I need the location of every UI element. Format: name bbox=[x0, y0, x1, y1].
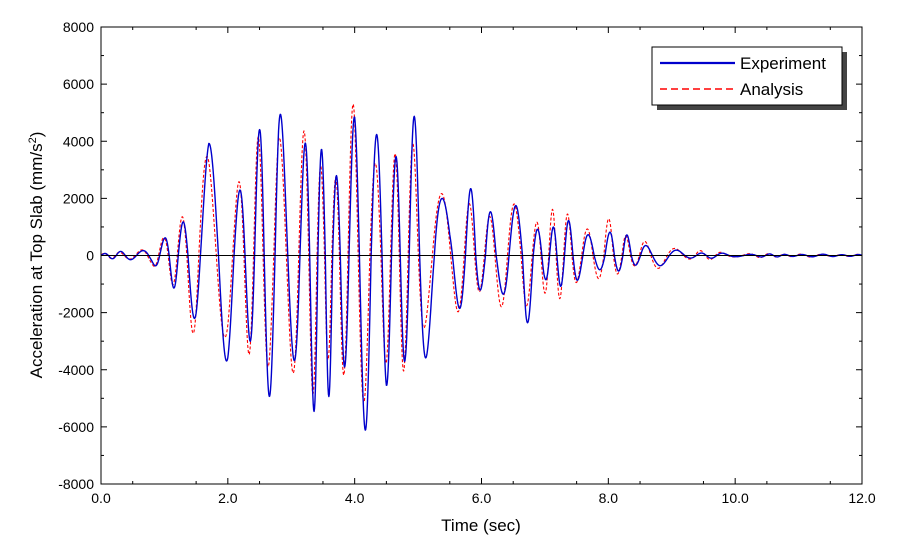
y-tick-label: 6000 bbox=[63, 76, 94, 92]
y-tick-label: 2000 bbox=[63, 190, 94, 206]
y-axis-title: Acceleration at Top Slab (mm/s2) bbox=[27, 132, 46, 379]
y-tick-label: -8000 bbox=[58, 476, 94, 492]
y-tick-label: -4000 bbox=[58, 362, 94, 378]
x-tick-label: 4.0 bbox=[345, 490, 365, 506]
legend: Experiment Analysis bbox=[651, 46, 847, 110]
legend-box bbox=[651, 46, 843, 106]
y-tick-label: 0 bbox=[86, 248, 94, 264]
x-tick-label: 6.0 bbox=[472, 490, 492, 506]
y-tick-label: -2000 bbox=[58, 305, 94, 321]
x-tick-label: 8.0 bbox=[599, 490, 619, 506]
y-axis-title-sup: 2 bbox=[27, 137, 39, 143]
legend-label-analysis: Analysis bbox=[740, 80, 803, 99]
legend-label-experiment: Experiment bbox=[740, 54, 826, 73]
y-axis-title-main: Acceleration at Top Slab (mm/s bbox=[27, 143, 46, 378]
x-tick-label: 2.0 bbox=[218, 490, 238, 506]
x-axis-title: Time (sec) bbox=[441, 516, 521, 535]
ticks-layer: 0.0 2.0 4.0 6.0 8.0 10.0 12.0 -8000 -6000 -4000 -2… bbox=[58, 19, 876, 506]
x-tick-label: 12.0 bbox=[848, 490, 875, 506]
y-tick-label: 4000 bbox=[63, 133, 94, 149]
x-tick-label: 0.0 bbox=[91, 490, 111, 506]
y-axis-title-close: ) bbox=[27, 132, 46, 138]
x-tick-label: 10.0 bbox=[722, 490, 749, 506]
series-line-experiment bbox=[100, 113, 863, 431]
series-layer bbox=[100, 103, 863, 431]
y-tick-label: -6000 bbox=[58, 419, 94, 435]
y-tick-label: 8000 bbox=[63, 19, 94, 35]
